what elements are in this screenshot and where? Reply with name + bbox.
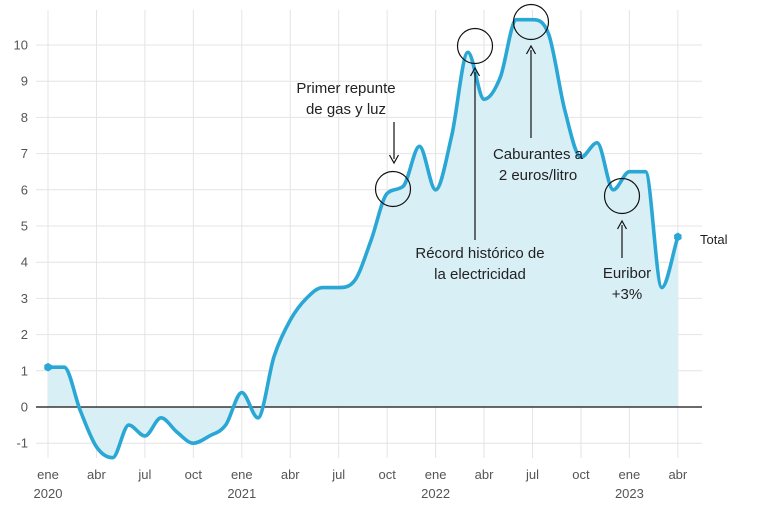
x-tick-label-1: abr — [87, 467, 106, 482]
x-tick-label-8: ene — [425, 467, 447, 482]
annotation-primer-repunte-line1: Primer repunte — [296, 80, 395, 97]
x-tick-year-0: 2020 — [34, 486, 63, 501]
y-tick-label-1: 0 — [21, 400, 28, 415]
x-axis-ticks: ene 2020 abr jul oct ene 2021 abr jul oct ene 2022 a… — [34, 467, 688, 501]
x-tick-label-12: ene — [619, 467, 641, 482]
annotation-record-arrowhead — [469, 66, 481, 77]
x-tick-year-8: 2022 — [421, 486, 450, 501]
series-area-total — [48, 19, 678, 458]
series-end-markers — [44, 232, 682, 372]
x-tick-label-3: oct — [185, 467, 203, 482]
annotation-record-circle — [456, 27, 494, 65]
y-tick-label-4: 3 — [21, 291, 28, 306]
y-tick-label-5: 4 — [21, 255, 28, 270]
x-tick-year-4: 2021 — [227, 486, 256, 501]
x-tick-label-2: jul — [137, 467, 151, 482]
annotation-euribor-arrowhead — [616, 219, 628, 230]
series-end-marker — [674, 232, 682, 242]
y-axis-ticks: -1 0 1 2 3 4 5 6 7 8 9 10 — [14, 38, 28, 451]
series-start-marker — [44, 362, 52, 372]
y-tick-label-9: 8 — [21, 110, 28, 125]
annotation-primer-repunte-arrowhead — [388, 154, 400, 165]
annotation-primer-repunte-line2: de gas y luz — [306, 101, 386, 118]
annotation-carburantes-circle — [512, 3, 550, 41]
x-tick-label-13: abr — [668, 467, 687, 482]
annotation-euribor-line2: +3% — [612, 286, 642, 303]
x-tick-label-10: jul — [525, 467, 539, 482]
x-tick-label-0: ene — [37, 467, 59, 482]
annotation-carburantes-line1: Caburantes a — [493, 146, 584, 163]
y-tick-label-7: 6 — [21, 182, 28, 197]
series-line-total — [46, 17, 680, 460]
y-tick-label-2: 1 — [21, 363, 28, 378]
annotation-euribor-line1: Euribor — [603, 265, 651, 282]
y-tick-label-11: 10 — [14, 38, 28, 53]
annotation-record-line2: la electricidad — [434, 266, 526, 283]
x-tick-year-12: 2023 — [615, 486, 644, 501]
y-tick-label-10: 9 — [21, 74, 28, 89]
annotation-primer-repunte-circle — [374, 170, 412, 208]
annotation-euribor: Euribor +3% — [603, 177, 651, 303]
y-tick-label-6: 5 — [21, 219, 28, 234]
x-tick-label-7: oct — [378, 467, 396, 482]
annotation-record-line1: Récord histórico de — [415, 245, 544, 262]
y-tick-label-3: 2 — [21, 327, 28, 342]
series-end-label: Total — [700, 232, 728, 247]
annotation-carburantes-arrowhead — [525, 44, 537, 55]
x-tick-label-11: oct — [572, 467, 590, 482]
x-tick-label-4: ene — [231, 467, 253, 482]
annotation-carburantes-line2: 2 euros/litro — [499, 167, 577, 184]
annotation-carburantes: Caburantes a 2 euros/litro — [493, 3, 584, 184]
annotation-record-electricidad: Récord histórico de la electricidad — [415, 27, 545, 283]
y-tick-label-0: -1 — [16, 436, 28, 451]
annotation-euribor-circle — [603, 177, 641, 215]
annotation-primer-repunte: Primer repunte de gas y luz — [296, 80, 412, 208]
y-tick-label-8: 7 — [21, 146, 28, 161]
x-tick-label-9: abr — [475, 467, 494, 482]
x-tick-label-6: jul — [331, 467, 345, 482]
x-tick-label-5: abr — [281, 467, 300, 482]
